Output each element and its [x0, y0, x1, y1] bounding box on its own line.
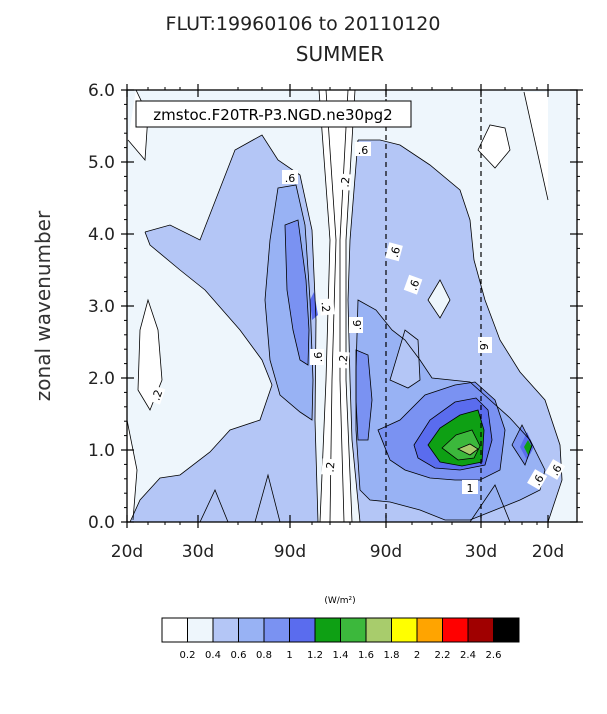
contour-label-text: .6 [407, 278, 423, 292]
colorbar-label: 2 [414, 650, 420, 661]
contour-label: .2 [334, 351, 351, 369]
x-tick-label: 30d [465, 542, 497, 562]
contour-label: 1 [462, 480, 478, 495]
colorbar-label: 0.4 [205, 650, 221, 661]
contour-label-bg [282, 170, 298, 184]
contour-label: .2 [319, 298, 335, 316]
contour-label-text: .6 [351, 320, 364, 331]
contour-label-bg [310, 349, 324, 365]
x-tick-label: 90d [274, 542, 306, 562]
colorbar-labels: 0.2 0.4 0.6 0.8 1 1.2 1.4 1.6 1.8 2 2.2 2.4 2.6 [180, 650, 502, 661]
contour-label: .6 [403, 274, 423, 295]
y-tick-label: 5.0 [88, 153, 115, 173]
colorbar-swatch [187, 617, 214, 643]
colorbar-label: 0.2 [180, 650, 196, 661]
contour-label: .6 [385, 242, 403, 262]
contour-fill [127, 90, 577, 522]
contour-label-text: .6 [312, 352, 325, 363]
contour-label: .6 [282, 170, 298, 185]
colorbar-label: 1.8 [384, 650, 400, 661]
chart-title: FLUT:19960106 to 20110120 [166, 13, 441, 35]
colorbar-label: 2.4 [460, 650, 476, 661]
colorbar-units: (W/m²) [324, 596, 355, 606]
y-tick-label: 3.0 [88, 297, 115, 317]
colorbar-swatch [467, 617, 494, 643]
contour-label: .2 [321, 458, 338, 476]
colorbar-swatch [212, 617, 239, 643]
contour-label-bg [462, 480, 478, 494]
reference-lines [385, 90, 482, 522]
contour-label: .2 [336, 173, 353, 191]
contour-label: .6 [477, 337, 492, 353]
contour-label-text: 1 [467, 482, 474, 495]
colorbar-swatch [238, 617, 265, 643]
colorbar-swatch [493, 617, 520, 643]
colorbar-swatch [314, 617, 341, 643]
contour-label: .6 [527, 469, 548, 490]
contour-label-text: .6 [285, 172, 296, 185]
colorbar-label: 1 [286, 650, 292, 661]
contour-label: .6 [545, 459, 566, 480]
contour-label: .2 [146, 384, 166, 405]
contour-label-text: .2 [324, 461, 338, 473]
colorbar-label: 1.2 [307, 650, 323, 661]
contour-label-text: .2 [339, 176, 353, 188]
y-tick-label: 4.0 [88, 225, 115, 245]
y-tick-label: 6.0 [88, 81, 115, 101]
contour-label-bg [334, 351, 350, 369]
contour-labels: .2.2.2.2.2.6.6.6.6.6.6.6.61.6 [146, 142, 566, 495]
contour-label-bg [321, 458, 337, 476]
contour-label-bg [146, 384, 166, 405]
colorbar-swatch [391, 617, 418, 643]
colorbar-swatch [442, 617, 469, 643]
x-tick-label: 20d [532, 542, 564, 562]
contour-label: .6 [355, 142, 371, 157]
contour-label-text: .2 [337, 354, 351, 366]
x-axis: 20d 30d 90d 90d 30d 20d [111, 84, 564, 562]
annotation-box: zmstoc.F20TR-P3.NGD.ne30pg2 [135, 100, 412, 128]
annotation-text: zmstoc.F20TR-P3.NGD.ne30pg2 [153, 106, 392, 124]
x-tick-label: 20d [111, 542, 143, 562]
colorbar-label: 2.6 [486, 650, 502, 661]
contour-label-bg [545, 459, 566, 480]
y-axis: 0.0 1.0 2.0 3.0 4.0 5.0 6.0 [88, 81, 583, 533]
colorbar-swatch [416, 617, 443, 643]
contour-label-bg [403, 274, 423, 295]
contour-label-bg [478, 337, 492, 353]
contour-label-text: .6 [388, 245, 403, 259]
colorbar-label: 1.4 [333, 650, 349, 661]
y-tick-label: 0.0 [88, 513, 115, 533]
x-tick-label: 90d [370, 542, 402, 562]
colorbar-label: 0.8 [256, 650, 272, 661]
contour-label-text: .2 [319, 301, 333, 313]
colorbar-label: 0.6 [231, 650, 247, 661]
contour-label-bg [349, 317, 363, 333]
colorbar [161, 617, 520, 643]
colorbar-swatch [263, 617, 290, 643]
y-tick-label: 2.0 [88, 369, 115, 389]
colorbar-swatch [289, 617, 316, 643]
colorbar-swatch [365, 617, 392, 643]
x-tick-label: 30d [182, 542, 214, 562]
chart-subtitle: SUMMER [296, 42, 384, 66]
contour-label-bg [319, 298, 335, 316]
contour-label: .6 [349, 317, 364, 333]
colorbar-label: 2.2 [435, 650, 451, 661]
contour-label-bg [336, 173, 352, 191]
contour-label-text: .2 [150, 388, 166, 402]
contour-label-bg [527, 469, 548, 490]
contour-label-text: .6 [358, 144, 369, 157]
contour-label-text: .6 [477, 340, 490, 351]
contour-label-bg [385, 242, 403, 262]
y-tick-label: 1.0 [88, 441, 115, 461]
y-axis-label: zonal wavenumber [31, 210, 55, 401]
contour-label: .6 [310, 349, 325, 365]
colorbar-swatch [340, 617, 367, 643]
colorbar-swatch [161, 617, 188, 643]
contour-label-bg [355, 142, 371, 156]
colorbar-label: 1.6 [358, 650, 374, 661]
